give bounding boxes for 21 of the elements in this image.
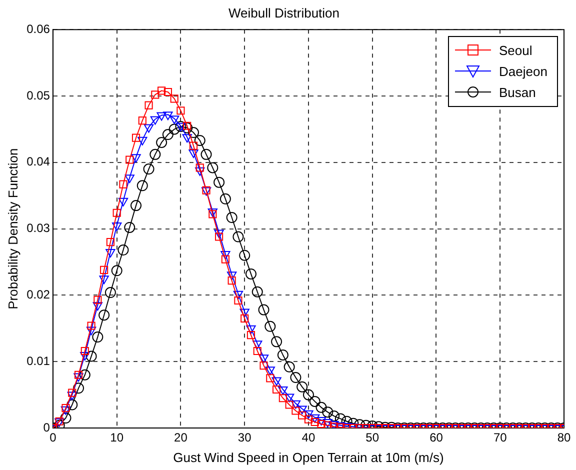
x-tick-label: 20 xyxy=(174,430,188,445)
x-tick-label: 50 xyxy=(366,430,380,445)
x-axis-title: Gust Wind Speed in Open Terrain at 10m (m/s) xyxy=(173,450,444,465)
legend-label: Daejeon xyxy=(499,64,548,79)
x-tick-label: 10 xyxy=(110,430,124,445)
y-tick-label: 0.06 xyxy=(26,22,50,36)
legend-label: Busan xyxy=(499,84,536,100)
y-tick-label: 0.01 xyxy=(26,354,50,368)
x-tick-label: 40 xyxy=(302,430,316,445)
x-tick-label: 80 xyxy=(557,430,571,445)
y-tick-label: 0.02 xyxy=(26,288,50,302)
y-tick-label: 0.04 xyxy=(26,154,50,169)
x-tick-label: 60 xyxy=(430,430,444,445)
y-axis-title: Probability Density Function xyxy=(5,148,20,310)
y-tick-label: 0.03 xyxy=(26,221,50,236)
x-tick-label: 30 xyxy=(238,430,252,445)
y-tick-label: 0 xyxy=(43,420,50,434)
chart-title: Weibull Distribution xyxy=(228,5,340,20)
legend-label: Seoul xyxy=(499,42,532,58)
x-tick-label: 70 xyxy=(493,430,508,445)
y-tick-label: 0.05 xyxy=(26,88,50,102)
